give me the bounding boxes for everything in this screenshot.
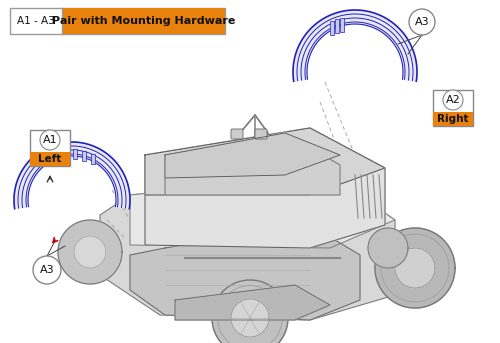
Text: A1: A1 <box>42 135 58 145</box>
FancyBboxPatch shape <box>255 129 267 139</box>
Text: A3: A3 <box>414 17 430 27</box>
Text: A1 - A3: A1 - A3 <box>17 16 55 26</box>
FancyBboxPatch shape <box>30 130 70 166</box>
FancyBboxPatch shape <box>330 22 334 35</box>
FancyBboxPatch shape <box>10 8 225 34</box>
Text: A3: A3 <box>40 265 54 275</box>
FancyBboxPatch shape <box>340 18 344 32</box>
Text: Right: Right <box>437 114 469 124</box>
FancyBboxPatch shape <box>335 20 339 33</box>
Polygon shape <box>58 220 122 284</box>
Polygon shape <box>212 280 288 343</box>
FancyBboxPatch shape <box>433 112 473 126</box>
Circle shape <box>33 256 61 284</box>
Circle shape <box>443 90 463 110</box>
FancyBboxPatch shape <box>30 152 70 166</box>
Polygon shape <box>165 133 340 178</box>
Text: Pair with Mounting Hardware: Pair with Mounting Hardware <box>52 16 235 26</box>
Polygon shape <box>395 248 435 288</box>
FancyBboxPatch shape <box>62 8 225 34</box>
FancyBboxPatch shape <box>74 149 78 159</box>
FancyBboxPatch shape <box>56 151 60 161</box>
FancyBboxPatch shape <box>91 154 95 164</box>
Polygon shape <box>14 142 130 209</box>
Polygon shape <box>100 175 395 320</box>
Polygon shape <box>130 225 360 320</box>
FancyBboxPatch shape <box>64 149 68 159</box>
Polygon shape <box>175 285 330 320</box>
Text: Left: Left <box>38 154 62 164</box>
FancyBboxPatch shape <box>231 129 243 139</box>
Polygon shape <box>293 10 417 81</box>
Circle shape <box>409 9 435 35</box>
Polygon shape <box>145 128 385 248</box>
Polygon shape <box>165 133 340 195</box>
Polygon shape <box>130 175 395 248</box>
Text: A2: A2 <box>446 95 460 105</box>
FancyBboxPatch shape <box>82 151 86 161</box>
Polygon shape <box>74 236 106 268</box>
Polygon shape <box>375 228 455 308</box>
Polygon shape <box>145 128 385 195</box>
Circle shape <box>40 130 60 150</box>
Polygon shape <box>231 299 269 337</box>
Polygon shape <box>368 228 408 268</box>
FancyBboxPatch shape <box>433 90 473 126</box>
